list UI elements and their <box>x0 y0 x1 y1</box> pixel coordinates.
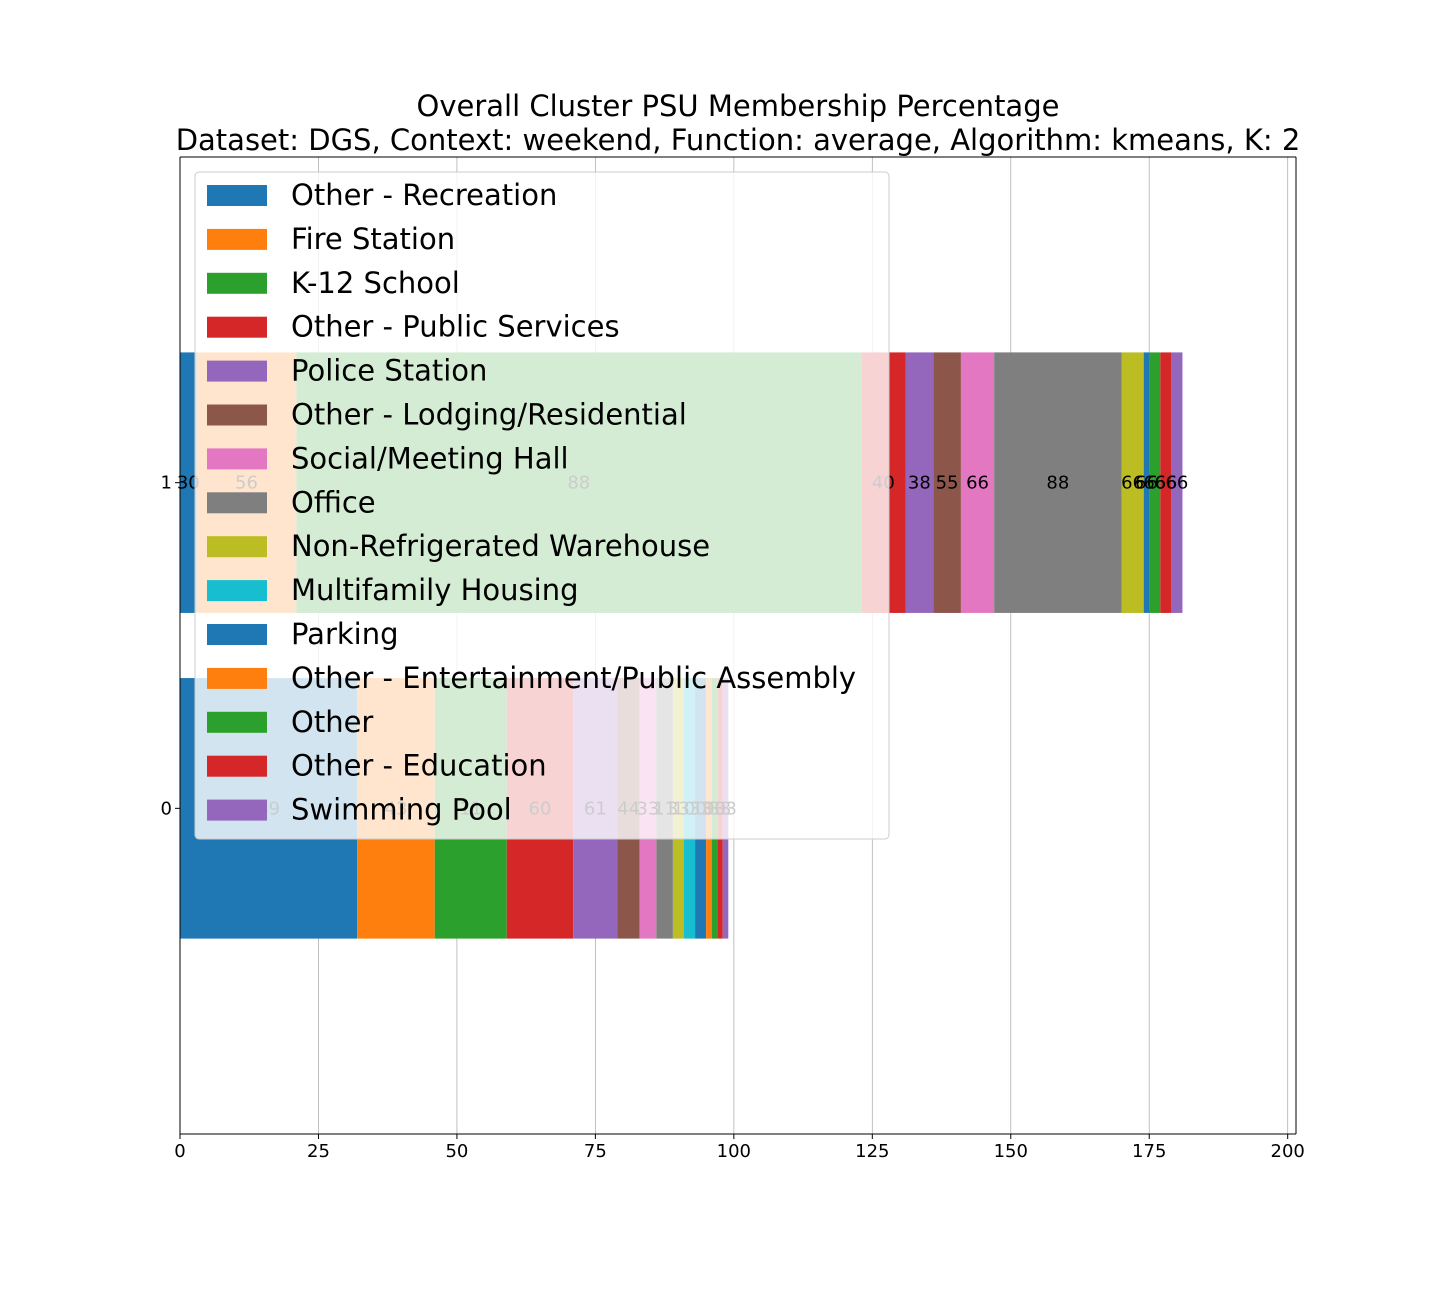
x-tick-label: 75 <box>584 1141 607 1162</box>
legend-swatch <box>207 228 267 250</box>
legend-entry-label: Other - Entertainment/Public Assembly <box>291 661 856 695</box>
legend-swatch <box>207 711 267 733</box>
legend-entry-label: Non-Refrigerated Warehouse <box>291 529 710 563</box>
legend-swatch <box>207 580 267 602</box>
legend-entry-label: Other - Recreation <box>291 178 557 212</box>
y-tick-label: 1 <box>161 473 172 494</box>
legend-swatch <box>207 624 267 645</box>
legend-swatch <box>207 272 267 294</box>
x-tick-label: 200 <box>1271 1141 1305 1162</box>
legend-entry-label: Other - Education <box>291 749 547 783</box>
legend-swatch <box>207 360 267 382</box>
legend: Other - Recreation Fire Station K-12 Schoo… <box>194 171 890 840</box>
bar-value-label: 66 <box>966 473 989 494</box>
legend-entry-label: Fire Station <box>291 222 455 256</box>
legend-swatch <box>207 404 267 426</box>
legend-swatch <box>207 185 267 206</box>
legend-swatch <box>207 492 267 514</box>
legend-swatch <box>207 755 267 777</box>
bar-segment <box>1160 352 1172 613</box>
legend-swatch <box>207 799 267 821</box>
legend-entry-label: Other <box>291 705 373 739</box>
bar-segment <box>1143 352 1150 613</box>
legend-entry-label: Social/Meeting Hall <box>291 441 569 475</box>
legend-frame <box>194 171 890 840</box>
legend-entry-label: Other - Lodging/Residential <box>291 398 687 432</box>
bar-value-label: 66 <box>1143 473 1166 494</box>
bar-segment <box>994 352 1122 613</box>
bar-segment <box>1121 352 1144 613</box>
x-tick-label: 175 <box>1132 1141 1166 1162</box>
legend-swatch <box>207 667 267 689</box>
bar-value-label: 88 <box>1046 473 1069 494</box>
x-tick-label: 100 <box>717 1141 751 1162</box>
legend-swatch <box>207 536 267 558</box>
y-tick-label: 0 <box>161 798 172 819</box>
chart-title: Overall Cluster PSU Membership Percentag… <box>417 89 1060 123</box>
legend-entry-label: Office <box>291 485 376 519</box>
bar-value-label: 55 <box>936 473 959 494</box>
bar-segment <box>1149 352 1161 613</box>
x-tick-label: 25 <box>307 1141 330 1162</box>
bar-segment <box>180 352 197 613</box>
legend-entry-label: Parking <box>291 617 399 651</box>
bar-value-label: 38 <box>908 473 931 494</box>
axes: 0 25 50 75 100 125 150 175 200 0 1 <box>161 156 1305 1162</box>
legend-entry-label: Police Station <box>291 354 487 388</box>
legend-entry-label: Other - Public Services <box>291 310 620 344</box>
legend-swatch <box>207 316 267 338</box>
bar-value-label: 30 <box>177 473 200 494</box>
legend-entry-label: K-12 School <box>291 266 460 300</box>
chart-subtitle: Dataset: DGS, Context: weekend, Function… <box>176 123 1301 157</box>
x-tick-label: 50 <box>445 1141 468 1162</box>
x-tick-label: 125 <box>855 1141 889 1162</box>
bar-value-label: 66 <box>1154 473 1177 494</box>
bar-segment <box>933 352 961 613</box>
bar-value-label: 66 <box>1135 473 1158 494</box>
bar-value-label: 66 <box>1121 473 1144 494</box>
bar-segment <box>905 352 934 613</box>
x-tick-label: 0 <box>174 1141 185 1162</box>
legend-swatch <box>207 448 267 470</box>
bar-segment <box>1171 352 1183 613</box>
x-tick-label: 150 <box>994 1141 1028 1162</box>
bar-value-label: 66 <box>1165 473 1188 494</box>
bar-segment <box>960 352 995 613</box>
legend-entry-label: Swimming Pool <box>291 793 512 827</box>
legend-entry-label: Multifamily Housing <box>291 573 579 607</box>
